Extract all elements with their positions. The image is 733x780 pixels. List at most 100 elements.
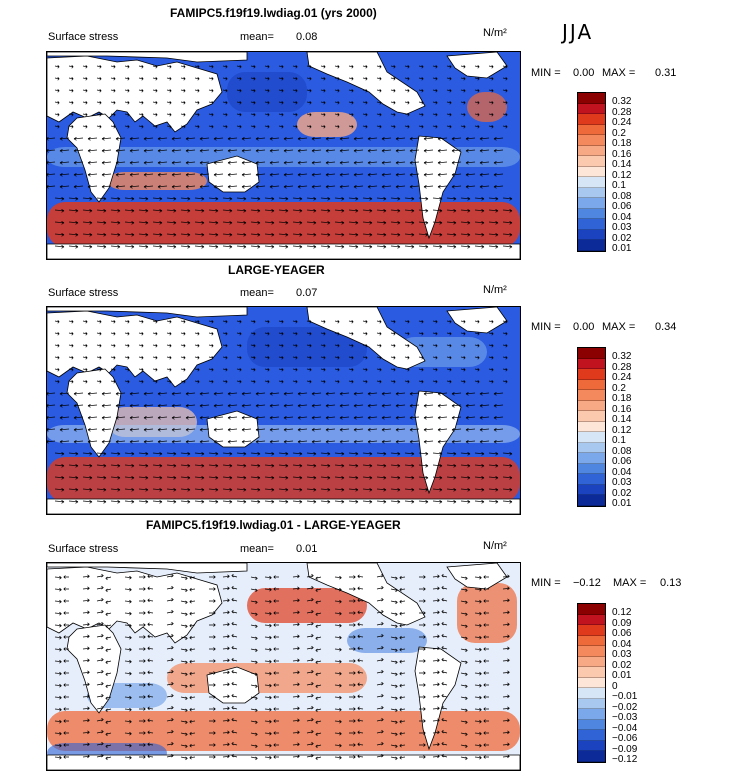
stress-arrow [334,623,342,628]
stress-arrow [376,681,384,686]
stress-arrow [264,344,270,348]
stress-arrow [152,356,158,360]
stress-arrow [474,683,482,688]
stress-arrow [474,659,482,664]
stress-arrow [54,380,60,384]
stress-arrow [255,439,266,444]
stress-arrow [264,113,270,117]
stress-arrow [306,77,312,81]
stress-arrow [334,356,340,360]
stress-arrow [227,415,238,420]
stress-arrow [269,391,280,396]
stress-arrow [292,208,303,213]
stress-arrow [334,332,340,336]
stress-arrow [269,136,280,141]
panel-2-units: N/m² [483,284,507,296]
stress-arrow [451,403,462,408]
stress-arrow [460,320,466,324]
stress-arrow [292,694,300,699]
stress-arrow [63,587,69,591]
stress-arrow [297,415,308,420]
stress-arrow [376,693,384,698]
stress-arrow [222,646,230,651]
stress-arrow [63,647,69,651]
stress-arrow [143,172,154,177]
stress-arrow [68,356,74,360]
land-mass [206,155,260,193]
stress-arrow [68,208,79,213]
stress-arrow [446,89,452,93]
stress-arrow [166,729,174,734]
stress-arrow [124,380,130,384]
stress-arrow [334,755,342,760]
stress-arrow [82,208,93,213]
stress-arrow [474,599,482,604]
colorbar-tick-label: 0.06 [612,628,632,639]
stress-arrow [297,172,308,177]
stress-arrow [390,648,398,653]
stress-arrow [139,587,146,591]
stress-arrow [199,415,210,420]
stress-arrow [138,320,144,324]
stress-arrow [437,172,448,177]
stress-arrow [404,125,410,129]
stress-arrow [166,356,172,360]
stress-arrow [292,610,300,615]
stress-arrow [115,403,126,408]
stress-arrow [488,380,494,384]
stress-arrow [306,220,317,225]
stress-arrow [339,403,350,408]
stress-arrow [404,475,415,480]
stress-arrow [222,77,228,81]
stress-arrow [357,730,364,735]
stress-arrow [376,451,387,456]
stress-arrow [189,599,196,604]
stress-arrow [315,744,322,749]
stress-arrow [213,439,224,444]
stress-arrow [488,463,499,468]
stress-arrow [283,439,294,444]
stress-arrow [502,754,510,759]
stress-arrow [82,368,88,372]
stress-arrow [292,196,303,201]
stress-arrow [320,232,331,237]
stress-arrow [180,684,188,689]
stress-arrow [419,671,426,675]
stress-arrow [362,320,368,324]
stress-arrow [493,148,504,153]
colorbar-swatch [578,358,605,369]
stress-arrow [47,439,56,444]
stress-arrow [460,113,466,117]
stress-arrow [101,391,112,396]
stress-arrow [264,332,270,336]
stress-arrow [54,499,65,504]
stress-arrow [278,463,289,468]
stress-arrow [250,368,256,372]
stress-arrow [110,232,121,237]
stress-arrow [339,439,350,444]
stress-arrow [339,427,350,432]
stress-arrow [423,184,434,189]
stress-arrow [171,184,182,189]
stress-arrow [264,731,272,736]
stress-arrow [264,380,270,384]
stress-arrow [404,463,415,468]
stress-arrow [273,575,279,579]
stress-arrow [488,220,499,225]
stress-arrow [362,344,368,348]
stress-arrow [488,451,499,456]
stress-arrow [339,136,350,141]
stress-arrow [278,344,284,348]
colorbar-swatch [578,484,605,495]
stress-arrow [283,391,294,396]
stress-arrow [460,588,468,593]
stress-arrow [96,65,102,69]
stress-arrow [409,439,420,444]
stress-arrow [157,427,168,432]
stress-arrow [54,320,60,324]
stress-arrow [166,753,174,758]
stress-arrow [320,220,331,225]
stress-arrow [437,148,448,153]
stress-arrow [432,487,443,492]
stress-arrow [502,380,508,384]
